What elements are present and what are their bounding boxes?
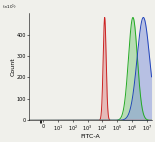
Text: ($\times\!10^1$): ($\times\!10^1$)	[2, 3, 17, 12]
X-axis label: FITC-A: FITC-A	[80, 134, 100, 139]
Y-axis label: Count: Count	[10, 57, 15, 76]
